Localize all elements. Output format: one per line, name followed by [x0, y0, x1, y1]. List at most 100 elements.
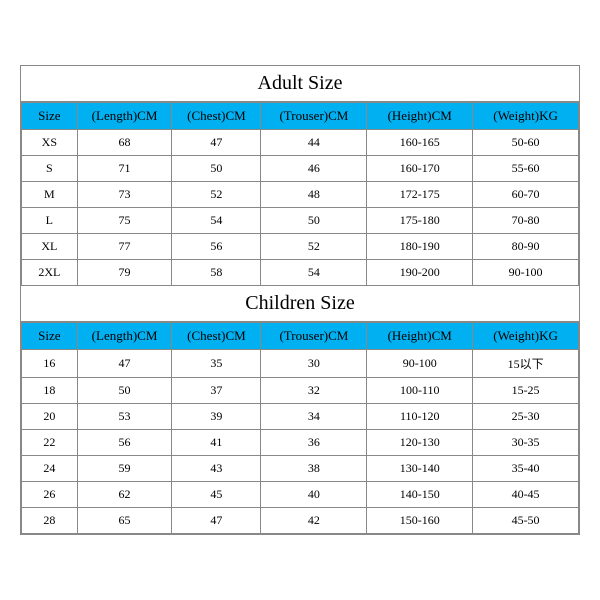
- cell: 39: [172, 404, 261, 430]
- cell: 16: [22, 350, 78, 378]
- size-chart: Adult Size Size (Length)CM (Chest)CM (Tr…: [20, 65, 580, 535]
- table-row: 18503732100-11015-25: [22, 378, 579, 404]
- col-header: (Chest)CM: [172, 323, 261, 350]
- adult-title: Adult Size: [21, 66, 579, 102]
- cell: 79: [77, 260, 172, 286]
- cell: 52: [261, 234, 367, 260]
- cell: 100-110: [367, 378, 473, 404]
- cell: 50: [172, 156, 261, 182]
- table-row: 24594338130-14035-40: [22, 456, 579, 482]
- cell: 130-140: [367, 456, 473, 482]
- cell: 40: [261, 482, 367, 508]
- table-row: L755450175-18070-80: [22, 208, 579, 234]
- cell: 20: [22, 404, 78, 430]
- cell: 35-40: [473, 456, 579, 482]
- cell: S: [22, 156, 78, 182]
- cell: 15以下: [473, 350, 579, 378]
- table-row: 1647353090-10015以下: [22, 350, 579, 378]
- cell: 110-120: [367, 404, 473, 430]
- col-header: (Weight)KG: [473, 103, 579, 130]
- cell: 48: [261, 182, 367, 208]
- col-header: (Height)CM: [367, 323, 473, 350]
- cell: 46: [261, 156, 367, 182]
- cell: 90-100: [473, 260, 579, 286]
- cell: 175-180: [367, 208, 473, 234]
- cell: 18: [22, 378, 78, 404]
- cell: 60-70: [473, 182, 579, 208]
- cell: 80-90: [473, 234, 579, 260]
- col-header: Size: [22, 323, 78, 350]
- cell: 50-60: [473, 130, 579, 156]
- cell: 30: [261, 350, 367, 378]
- cell: 25-30: [473, 404, 579, 430]
- cell: 45-50: [473, 508, 579, 534]
- cell: 28: [22, 508, 78, 534]
- cell: 2XL: [22, 260, 78, 286]
- cell: 40-45: [473, 482, 579, 508]
- cell: 15-25: [473, 378, 579, 404]
- table-row: S715046160-17055-60: [22, 156, 579, 182]
- cell: 30-35: [473, 430, 579, 456]
- cell: 68: [77, 130, 172, 156]
- cell: 50: [261, 208, 367, 234]
- cell: 44: [261, 130, 367, 156]
- cell: 56: [77, 430, 172, 456]
- cell: 47: [172, 130, 261, 156]
- cell: 53: [77, 404, 172, 430]
- cell: 150-160: [367, 508, 473, 534]
- cell: 47: [172, 508, 261, 534]
- table-row: M735248172-17560-70: [22, 182, 579, 208]
- cell: 160-170: [367, 156, 473, 182]
- cell: 65: [77, 508, 172, 534]
- cell: 75: [77, 208, 172, 234]
- cell: 73: [77, 182, 172, 208]
- cell: M: [22, 182, 78, 208]
- cell: 59: [77, 456, 172, 482]
- table-header-row: Size (Length)CM (Chest)CM (Trouser)CM (H…: [22, 103, 579, 130]
- cell: 35: [172, 350, 261, 378]
- table-row: 26624540140-15040-45: [22, 482, 579, 508]
- cell: 42: [261, 508, 367, 534]
- cell: 52: [172, 182, 261, 208]
- cell: 62: [77, 482, 172, 508]
- cell: 37: [172, 378, 261, 404]
- cell: 160-165: [367, 130, 473, 156]
- cell: 90-100: [367, 350, 473, 378]
- col-header: (Height)CM: [367, 103, 473, 130]
- cell: 56: [172, 234, 261, 260]
- table-row: XL775652180-19080-90: [22, 234, 579, 260]
- table-header-row: Size (Length)CM (Chest)CM (Trouser)CM (H…: [22, 323, 579, 350]
- cell: 32: [261, 378, 367, 404]
- cell: L: [22, 208, 78, 234]
- cell: 34: [261, 404, 367, 430]
- cell: 120-130: [367, 430, 473, 456]
- cell: 172-175: [367, 182, 473, 208]
- cell: 190-200: [367, 260, 473, 286]
- cell: 47: [77, 350, 172, 378]
- cell: 180-190: [367, 234, 473, 260]
- cell: 54: [261, 260, 367, 286]
- cell: 58: [172, 260, 261, 286]
- cell: 70-80: [473, 208, 579, 234]
- cell: 22: [22, 430, 78, 456]
- cell: 55-60: [473, 156, 579, 182]
- cell: 50: [77, 378, 172, 404]
- cell: XL: [22, 234, 78, 260]
- cell: XS: [22, 130, 78, 156]
- cell: 45: [172, 482, 261, 508]
- children-title: Children Size: [21, 286, 579, 322]
- cell: 38: [261, 456, 367, 482]
- cell: 41: [172, 430, 261, 456]
- adult-table: Size (Length)CM (Chest)CM (Trouser)CM (H…: [21, 102, 579, 286]
- col-header: (Chest)CM: [172, 103, 261, 130]
- col-header: Size: [22, 103, 78, 130]
- cell: 71: [77, 156, 172, 182]
- table-row: 22564136120-13030-35: [22, 430, 579, 456]
- cell: 24: [22, 456, 78, 482]
- table-row: 28654742150-16045-50: [22, 508, 579, 534]
- cell: 140-150: [367, 482, 473, 508]
- col-header: (Length)CM: [77, 323, 172, 350]
- col-header: (Weight)KG: [473, 323, 579, 350]
- cell: 26: [22, 482, 78, 508]
- children-table: Size (Length)CM (Chest)CM (Trouser)CM (H…: [21, 322, 579, 534]
